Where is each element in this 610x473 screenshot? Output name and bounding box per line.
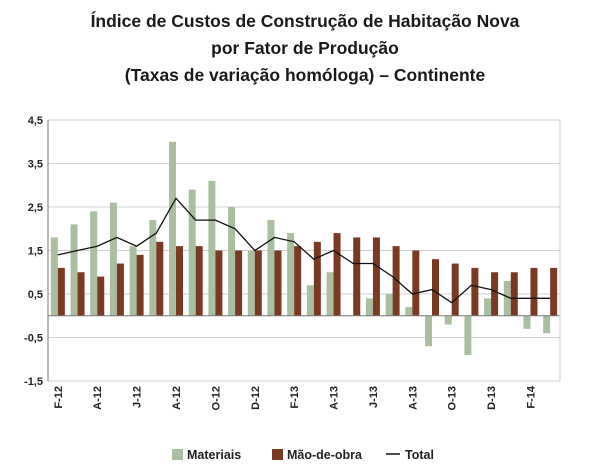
x-tick-label: A-13 (407, 386, 419, 410)
bar-materiais (208, 180, 216, 316)
bar-materiais (425, 315, 432, 347)
y-tick-label: -0,5 (24, 333, 43, 345)
bar-mao-de-obra (77, 272, 85, 316)
bar-mao-de-obra (333, 233, 341, 316)
bar-materiais (484, 298, 492, 316)
bar-mao-de-obra (432, 259, 439, 316)
bar-materiais (228, 207, 236, 316)
bar-materiais (405, 307, 413, 316)
bar-materiais (306, 285, 314, 316)
legend-swatch-materiais (172, 449, 183, 460)
bar-mao-de-obra (57, 267, 65, 316)
bar-mao-de-obra (451, 263, 459, 316)
bar-materiais (70, 224, 78, 316)
bar-mao-de-obra (372, 237, 380, 316)
chart-title-line-3: (Taxas de variação homóloga) – Continent… (124, 65, 486, 85)
y-tick-label: 0,5 (28, 289, 43, 301)
bar-materiais (503, 280, 511, 316)
legend-label-materiais: Materiais (187, 448, 241, 462)
bar-materiais (326, 272, 334, 316)
x-tick-label: O-12 (210, 386, 222, 410)
line-total (57, 197, 551, 304)
bar-mao-de-obra (156, 241, 164, 316)
bar-materiais (169, 141, 176, 316)
x-tick-label: J-12 (132, 386, 144, 408)
bar-materiais (129, 246, 137, 316)
bar-mao-de-obra (294, 246, 302, 316)
bar-materiais (385, 294, 393, 316)
bar-materiais (543, 315, 551, 334)
bar-mao-de-obra (510, 272, 518, 316)
bar-materiais (444, 315, 452, 325)
bar-mao-de-obra (254, 250, 262, 316)
chart-title-line-2: por Fator de Produção (211, 38, 399, 58)
bar-mao-de-obra (491, 272, 499, 316)
chart-title-line-1: Índice de Custos de Construção de Habita… (90, 11, 520, 31)
bar-mao-de-obra (353, 237, 361, 316)
bar-materiais (149, 220, 157, 316)
y-tick-label: 1,5 (28, 246, 43, 258)
bar-materiais (287, 233, 295, 316)
bar-mao-de-obra (530, 267, 538, 316)
bar-mao-de-obra (274, 250, 282, 316)
bar-mao-de-obra (392, 246, 400, 316)
y-tick-label: 3,5 (28, 159, 43, 171)
bar-materiais (50, 237, 58, 316)
bar-mao-de-obra (176, 246, 183, 316)
bar-materiais (267, 220, 275, 316)
bar-materiais (109, 202, 117, 316)
chart-title: Índice de Custos de Construção de Habita… (0, 8, 610, 89)
x-tick-label: F-12 (53, 386, 65, 409)
x-tick-label: F-14 (525, 385, 537, 409)
legend-label-mao-de-obra: Mão-de-obra (287, 448, 363, 462)
x-tick-label: A-12 (171, 386, 183, 410)
bar-materiais (523, 315, 531, 329)
bar-materiais (247, 250, 255, 316)
y-tick-label: 4,5 (28, 115, 43, 127)
bar-mao-de-obra (471, 267, 479, 316)
x-tick-label: A-13 (329, 386, 341, 410)
bar-materiais (464, 315, 472, 355)
legend-swatch-mao-de-obra (272, 449, 283, 460)
bar-mao-de-obra (136, 254, 144, 316)
x-tick-label: D-13 (486, 386, 498, 410)
bar-mao-de-obra (412, 250, 420, 316)
bar-materiais (188, 189, 196, 316)
y-tick-label: 2,5 (28, 202, 43, 214)
x-tick-label: O-13 (447, 386, 459, 410)
x-tick-label: A-12 (92, 386, 104, 410)
bar-materiais (90, 211, 98, 316)
x-tick-label: D-12 (250, 386, 262, 410)
x-tick-label: F-13 (289, 386, 301, 409)
bar-mao-de-obra (97, 276, 105, 316)
bar-mao-de-obra (195, 246, 203, 316)
bar-mao-de-obra (116, 263, 124, 316)
bar-mao-de-obra (550, 267, 558, 316)
x-tick-label: J-13 (368, 386, 380, 408)
bar-materiais (365, 298, 373, 316)
bar-mao-de-obra (235, 250, 243, 316)
bar-mao-de-obra (215, 250, 223, 316)
legend-label-total: Total (405, 448, 434, 462)
bar-mao-de-obra (313, 241, 321, 316)
y-tick-label: -1,5 (24, 376, 43, 388)
